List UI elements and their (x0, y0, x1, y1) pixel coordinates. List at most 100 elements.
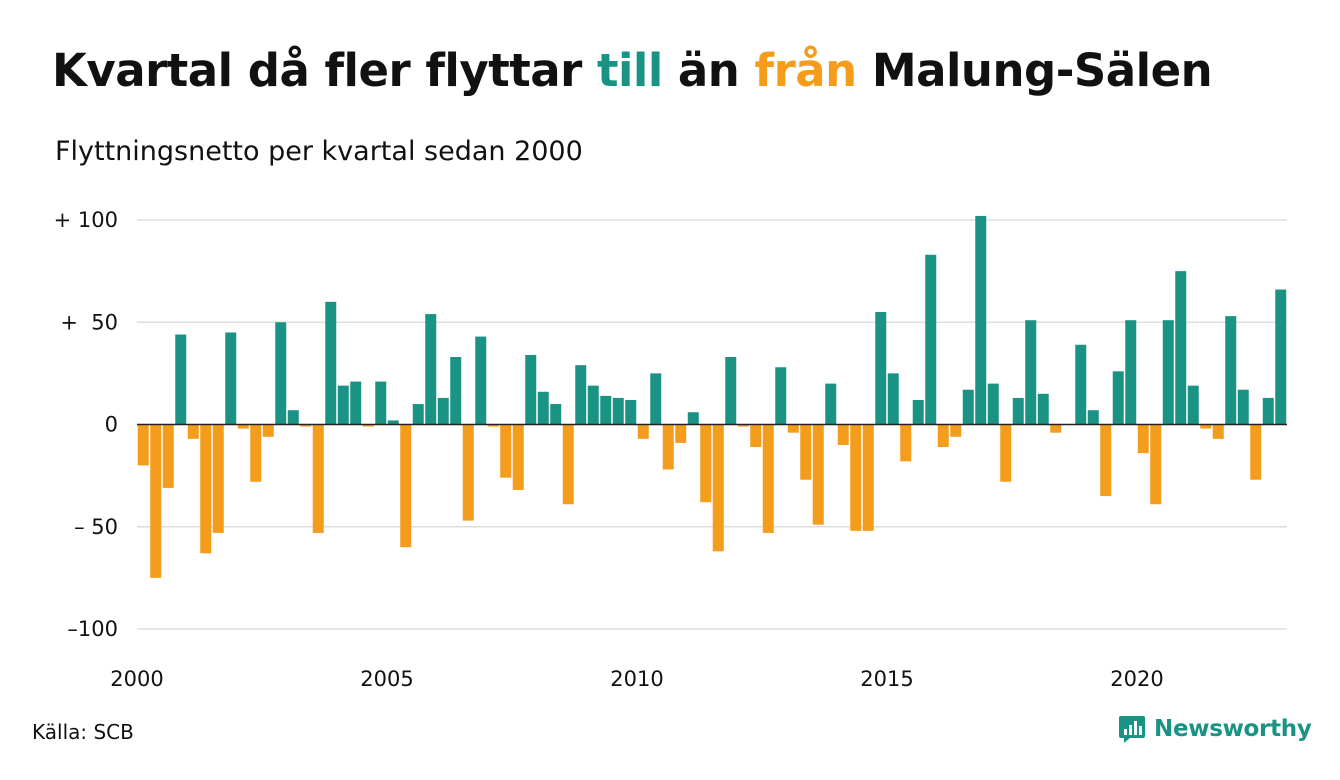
bar-2004-q4 (375, 381, 387, 425)
x-tick-label: 2015 (860, 667, 913, 691)
bar-2014-q2 (850, 424, 862, 531)
bar-2019-q2 (1100, 424, 1112, 497)
bar-2020-q2 (1150, 424, 1162, 505)
bar-2019-q4 (1125, 320, 1137, 425)
x-tick-label: 2020 (1110, 667, 1163, 691)
bar-2000-q2 (150, 424, 162, 578)
bar-2008-q3 (562, 424, 574, 505)
bar-2001-q1 (187, 424, 199, 439)
title-highlight-fran: från (754, 44, 858, 97)
bar-2018-q4 (1075, 344, 1087, 425)
bar-2020-q3 (1162, 320, 1174, 425)
bar-2010-q3 (662, 424, 674, 470)
gridlines (137, 219, 1287, 630)
bar-2017-q2 (1000, 424, 1012, 482)
bar-2013-q1 (787, 424, 799, 433)
bar-2014-q3 (862, 424, 874, 531)
chart-subtitle: Flyttningsnetto per kvartal sedan 2000 (55, 136, 583, 167)
bar-2001-q4 (225, 332, 237, 425)
bar-2003-q4 (325, 301, 337, 425)
bar-2009-q2 (600, 395, 612, 425)
bar-2006-q4 (475, 336, 487, 425)
x-tick-label: 2005 (360, 667, 413, 691)
y-tick-label: 0 (105, 413, 118, 437)
bar-2011-q3 (712, 424, 724, 552)
bar-2012-q1 (737, 424, 749, 427)
bar-2022-q3 (1262, 397, 1274, 425)
x-axis-ticks: 2000 2005 2010 2015 2020 (110, 667, 1163, 691)
bar-2009-q3 (612, 397, 624, 425)
newsworthy-logo-icon (1119, 716, 1145, 743)
bar-2021-q1 (1187, 385, 1199, 425)
bar-2018-q1 (1037, 393, 1049, 425)
bar-2015-q2 (900, 424, 912, 462)
bar-2005-q1 (387, 420, 399, 425)
bar-2011-q2 (700, 424, 712, 503)
y-tick-label: + 50 (60, 310, 118, 334)
brand-name: Newsworthy (1154, 716, 1312, 742)
bar-2014-q1 (837, 424, 849, 445)
bar-2016-q3 (962, 389, 974, 425)
bar-2004-q2 (350, 381, 362, 425)
bar-2004-q3 (362, 424, 374, 427)
bar-2000-q1 (137, 424, 149, 466)
bars (137, 215, 1287, 578)
bar-2016-q4 (975, 215, 987, 425)
bar-2001-q2 (200, 424, 212, 554)
bar-2022-q2 (1250, 424, 1262, 480)
title-part-3: Malung-Sälen (856, 44, 1213, 97)
bar-2012-q3 (762, 424, 774, 533)
bar-2003-q3 (312, 424, 324, 533)
y-axis-ticks: + 100 + 50 0 – 50 –100 (54, 208, 118, 641)
bar-2002-q4 (275, 322, 287, 425)
bar-2011-q1 (687, 412, 699, 425)
bar-2001-q3 (212, 424, 224, 533)
bar-2005-q4 (425, 314, 437, 425)
bar-2015-q4 (925, 254, 937, 425)
title-part-2: än (662, 44, 755, 97)
bar-2005-q2 (400, 424, 412, 548)
bar-2011-q4 (725, 357, 737, 425)
bar-2021-q2 (1200, 424, 1212, 429)
bar-2017-q4 (1025, 320, 1037, 425)
bar-2017-q3 (1012, 397, 1024, 425)
source-note: Källa: SCB (32, 720, 134, 744)
title-highlight-till: till (596, 44, 663, 97)
bar-2003-q2 (300, 424, 312, 427)
bar-2008-q2 (550, 404, 562, 425)
bar-chart: + 100 + 50 0 – 50 –100 2000 2005 2010 2015 2020 (54, 208, 1287, 691)
bar-2013-q3 (812, 424, 824, 525)
bar-2020-q1 (1137, 424, 1149, 454)
bar-2013-q4 (825, 383, 837, 425)
x-tick-label: 2000 (110, 667, 163, 691)
bar-2007-q2 (500, 424, 512, 478)
bar-2019-q3 (1112, 371, 1124, 425)
y-tick-label: – 50 (74, 515, 118, 539)
bar-2007-q1 (487, 424, 499, 427)
bar-2016-q2 (950, 424, 962, 437)
x-tick-label: 2010 (610, 667, 663, 691)
bar-2007-q3 (512, 424, 524, 490)
bar-2008-q4 (575, 365, 587, 425)
bar-2002-q2 (250, 424, 262, 482)
bar-2006-q3 (462, 424, 474, 521)
bar-2004-q1 (337, 385, 349, 425)
bar-2021-q3 (1212, 424, 1224, 439)
y-tick-label: + 100 (54, 208, 118, 232)
bar-2018-q2 (1050, 424, 1062, 433)
bar-2009-q1 (587, 385, 599, 425)
bar-2012-q2 (750, 424, 762, 447)
bar-2017-q1 (987, 383, 999, 425)
bar-2010-q1 (637, 424, 649, 439)
bar-2007-q4 (525, 354, 537, 425)
bar-2000-q3 (162, 424, 174, 488)
bar-2002-q1 (237, 424, 249, 429)
bar-2021-q4 (1225, 316, 1237, 425)
bar-2005-q3 (412, 404, 424, 425)
brand-logo: Newsworthy (1118, 714, 1312, 744)
bar-2013-q2 (800, 424, 812, 480)
bar-2006-q1 (437, 397, 449, 425)
bar-2022-q1 (1237, 389, 1249, 425)
bar-2019-q1 (1087, 410, 1099, 425)
bar-2014-q4 (875, 312, 887, 425)
